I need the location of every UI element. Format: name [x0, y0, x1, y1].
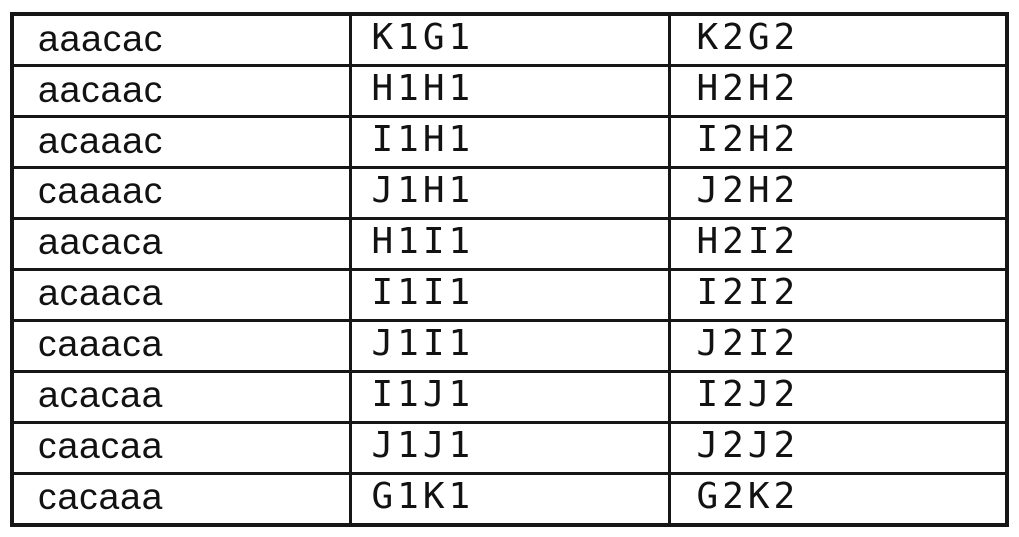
table-row: acaaac I1H1 I2H2	[10, 115, 1009, 169]
code-cell: G2K2	[667, 471, 1009, 527]
code-cell: H1I1	[348, 216, 671, 271]
sequence-cell: aacaac	[10, 64, 352, 119]
code-cell: I2I2	[667, 267, 1009, 322]
code-cell: J1J1	[348, 420, 671, 475]
table-row: acacaa I1J1 I2J2	[10, 369, 1009, 424]
code-cell: J2I2	[667, 318, 1009, 373]
sequence-cell: caacaa	[10, 420, 352, 475]
code-cell: H2H2	[667, 64, 1009, 119]
code-cell: I1J1	[348, 369, 671, 424]
code-cell: K1G1	[348, 12, 671, 68]
sequence-cell: aaacac	[10, 12, 352, 68]
table-row: aacaac H1H1 H2H2	[10, 64, 1009, 119]
table-row: caaaca J1I1 J2I2	[10, 318, 1009, 373]
code-cell: G1K1	[348, 471, 671, 527]
code-cell: I1I1	[348, 267, 671, 322]
code-cell: I1H1	[348, 115, 671, 169]
sequence-cell: acaaca	[10, 267, 352, 322]
sequence-cell: caaaac	[10, 166, 352, 220]
code-cell: J2H2	[667, 166, 1009, 220]
table-row: aaacac K1G1 K2G2	[10, 12, 1009, 68]
sequence-cell: aacaca	[10, 216, 352, 271]
table-row: caacaa J1J1 J2J2	[10, 420, 1009, 475]
sequence-code-table: aaacac K1G1 K2G2 aacaac H1H1 H2H2 acaaac I1H1 I2…	[10, 12, 1009, 527]
table-row: caaaac J1H1 J2H2	[10, 166, 1009, 220]
sequence-cell: acaaac	[10, 115, 352, 169]
code-cell: K2G2	[667, 12, 1009, 68]
code-cell: I2J2	[667, 369, 1009, 424]
sequence-cell: acacaa	[10, 369, 352, 424]
code-cell: H1H1	[348, 64, 671, 119]
code-cell: J1H1	[348, 166, 671, 220]
table-row: aacaca H1I1 H2I2	[10, 216, 1009, 271]
code-cell: J1I1	[348, 318, 671, 373]
code-cell: H2I2	[667, 216, 1009, 271]
table-row: acaaca I1I1 I2I2	[10, 267, 1009, 322]
table-row: cacaaa G1K1 G2K2	[10, 471, 1009, 527]
sequence-cell: cacaaa	[10, 471, 352, 527]
sequence-cell: caaaca	[10, 318, 352, 373]
table-body: aaacac K1G1 K2G2 aacaac H1H1 H2H2 acaaac I1H1 I2…	[10, 12, 1009, 527]
code-cell: I2H2	[667, 115, 1009, 169]
code-cell: J2J2	[667, 420, 1009, 475]
